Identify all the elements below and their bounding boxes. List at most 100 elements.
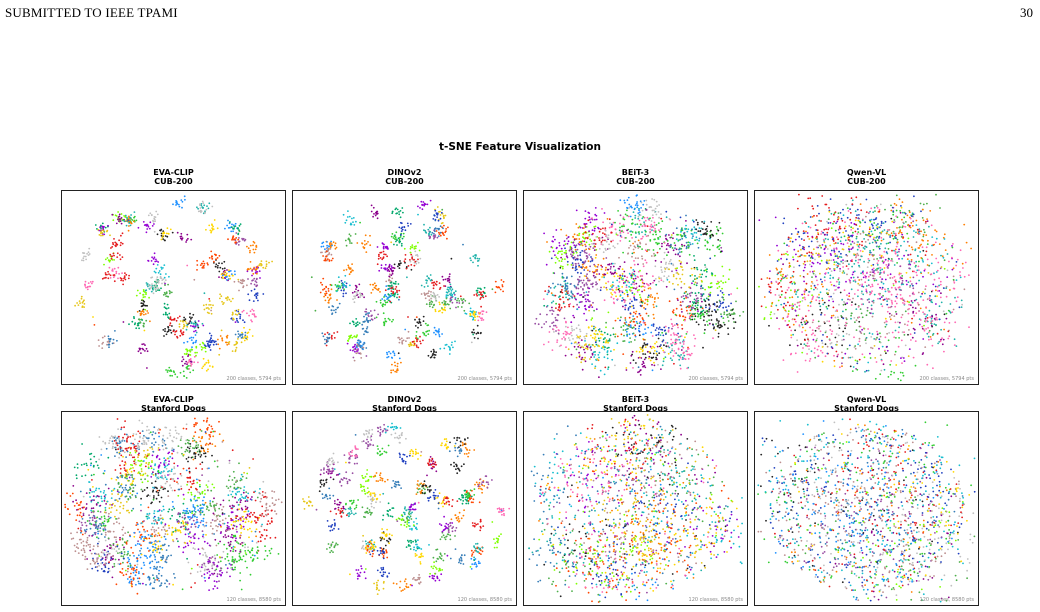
scatter-point — [391, 287, 394, 289]
scatter-point — [182, 327, 184, 330]
scatter-point — [427, 277, 430, 280]
scatter-point — [428, 303, 431, 306]
scatter-point — [702, 346, 704, 349]
scatter-point — [432, 348, 435, 351]
scatter-point — [643, 286, 646, 288]
scatter-point — [653, 317, 655, 320]
scatter-point — [255, 244, 258, 247]
scatter-point — [644, 259, 647, 262]
scatter-point — [148, 227, 151, 230]
scatter-point — [365, 308, 368, 311]
scatter-point — [588, 235, 590, 238]
scatter-point — [229, 221, 231, 223]
scatter-point — [580, 361, 583, 364]
scatter-point — [154, 285, 156, 288]
scatter-point — [170, 331, 173, 334]
scatter-point — [778, 294, 780, 297]
scatter-point — [167, 325, 169, 328]
scatter-point — [702, 293, 705, 295]
scatter-point — [887, 242, 890, 244]
scatter-point — [558, 242, 561, 244]
scatter-point — [194, 325, 197, 328]
scatter-point — [207, 263, 209, 266]
scatter-point — [898, 280, 900, 283]
scatter-point — [615, 272, 618, 275]
scatter-point — [322, 288, 324, 291]
scatter-point — [711, 274, 714, 277]
scatter-point — [323, 295, 325, 298]
scatter-point — [338, 281, 341, 283]
scatter-point — [557, 329, 560, 331]
scatter-point — [706, 312, 708, 315]
scatter-point — [581, 358, 584, 361]
scatter-point — [585, 291, 588, 293]
scatter-point — [733, 313, 736, 315]
scatter-point — [155, 260, 158, 262]
scatter-point — [186, 350, 189, 353]
scatter-point — [193, 327, 196, 329]
scatter-point — [798, 244, 801, 247]
scatter-point — [922, 203, 925, 206]
scatter-point — [206, 205, 208, 207]
scatter-point — [390, 371, 393, 374]
scatter-point — [606, 272, 609, 275]
scatter-point — [727, 305, 730, 307]
scatter-point — [424, 294, 426, 296]
scatter-point — [720, 324, 722, 327]
scatter-point — [625, 237, 627, 239]
scatter-point — [585, 300, 587, 303]
scatter-point — [101, 277, 104, 280]
scatter-point — [693, 259, 696, 261]
scatter-point — [144, 296, 146, 298]
scatter-point — [671, 349, 673, 352]
scatter-point — [667, 242, 669, 245]
scatter-point — [477, 287, 479, 290]
scatter-point — [208, 298, 211, 300]
scatter-point — [550, 292, 553, 295]
scatter-point — [805, 322, 808, 325]
scatter-point — [448, 290, 450, 293]
scatter-point — [819, 262, 821, 265]
scatter-point — [571, 328, 573, 330]
scatter-point — [249, 267, 252, 270]
scatter-point — [160, 266, 163, 269]
scatter-point — [226, 299, 229, 301]
panel-title: DINOv2 CUB-200 — [292, 168, 517, 186]
scatter-point — [477, 319, 480, 322]
scatter-point — [890, 204, 892, 207]
scatter-point — [591, 285, 594, 288]
scatter-point — [459, 295, 462, 298]
scatter-point — [637, 357, 640, 359]
scatter-point — [660, 213, 662, 215]
scatter-point — [605, 266, 607, 269]
scatter-point — [646, 250, 648, 253]
scatter-point — [574, 246, 577, 249]
scatter-points — [534, 194, 745, 379]
scatter-point — [674, 340, 677, 342]
scatter-point — [417, 205, 419, 208]
scatter-point — [593, 332, 596, 335]
scatter-point — [256, 292, 259, 294]
scatter-point — [660, 227, 662, 230]
scatter-point — [677, 239, 680, 242]
scatter-point — [449, 288, 452, 290]
scatter-point — [401, 207, 404, 209]
scatter-point — [570, 331, 572, 334]
scatter-point — [122, 219, 125, 222]
scatter-point — [790, 336, 793, 339]
scatter-point — [598, 237, 600, 239]
scatter-point — [391, 363, 393, 366]
scatter-point — [650, 324, 653, 327]
scatter-point — [557, 309, 560, 311]
scatter-point — [806, 232, 809, 234]
scatter-point — [450, 344, 453, 346]
scatter-point — [733, 321, 735, 323]
scatter-point — [501, 284, 504, 286]
scatter-point — [428, 234, 430, 236]
scatter-point — [823, 321, 826, 323]
scatter-point — [639, 304, 642, 307]
scatter-point — [257, 299, 259, 302]
scatter-point — [670, 318, 673, 321]
scatter-point — [909, 263, 912, 266]
scatter-point — [654, 230, 657, 233]
